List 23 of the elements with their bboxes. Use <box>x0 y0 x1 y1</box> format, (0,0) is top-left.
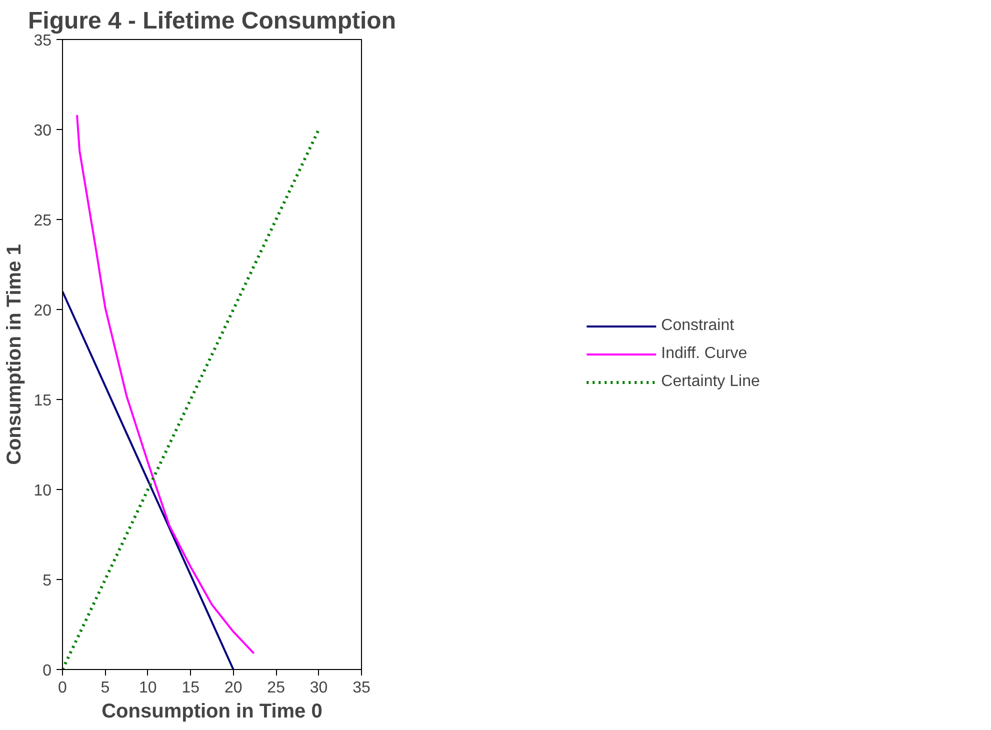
y-axis-title: Consumption in Time 1 <box>4 244 26 465</box>
x-tick-label: 35 <box>352 680 370 696</box>
y-tick-label: 0 <box>42 662 52 680</box>
y-tick-label: 10 <box>34 482 52 500</box>
chart-title: Figure 4 - Lifetime Consumption <box>28 8 396 34</box>
x-axis-title: Consumption in Time 0 <box>102 700 322 722</box>
x-tick-label: 25 <box>267 680 286 696</box>
legend-label: Constraint <box>661 317 734 335</box>
x-tick-label: 15 <box>182 680 200 696</box>
y-tick-label: 35 <box>34 32 52 50</box>
line-series <box>76 114 255 654</box>
x-tick-label: 30 <box>310 680 328 696</box>
legend-label: Indiff. Curve <box>661 345 748 363</box>
x-tick-label: 20 <box>224 680 242 696</box>
y-tick-label: 25 <box>34 212 52 230</box>
y-tick-label: 20 <box>34 302 52 320</box>
x-tick-label: 5 <box>100 680 110 696</box>
y-tick-label: 30 <box>34 122 52 140</box>
y-tick-label: 5 <box>42 572 52 590</box>
legend-label: Certainty Line <box>661 373 760 391</box>
x-tick-label: 0 <box>58 680 68 696</box>
y-tick-label: 15 <box>34 392 52 410</box>
x-tick-label: 10 <box>139 680 157 696</box>
